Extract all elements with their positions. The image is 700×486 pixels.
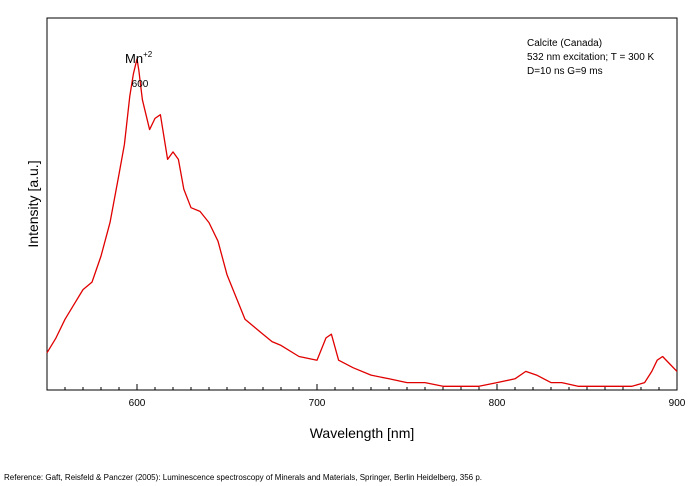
x-axis-ticks [46,384,678,390]
y-axis-label: Intensity [a.u.] [25,160,41,247]
peak-ion-label: Mn+2 [125,50,153,66]
peak-ion-charge: +2 [143,50,153,59]
info-line-3: D=10 ns G=9 ms [527,66,603,77]
x-tick-label: 900 [669,398,686,409]
peak-ion-symbol: Mn [125,51,143,66]
x-axis-tick-labels: 600 700 800 900 [129,398,686,409]
series-line [46,58,678,387]
info-line-2: 532 nm excitation; T = 300 K [527,52,655,63]
reference-note: Reference: Gaft, Reisfeld & Panczer (200… [4,473,483,482]
x-axis-label: Wavelength [nm] [310,425,415,441]
plot-frame [46,17,678,391]
x-tick-label: 600 [129,398,146,409]
info-line-1: Calcite (Canada) [527,38,602,49]
x-tick-label: 800 [489,398,506,409]
x-tick-label: 700 [309,398,326,409]
peak-wavelength-label: 600 [132,79,149,90]
